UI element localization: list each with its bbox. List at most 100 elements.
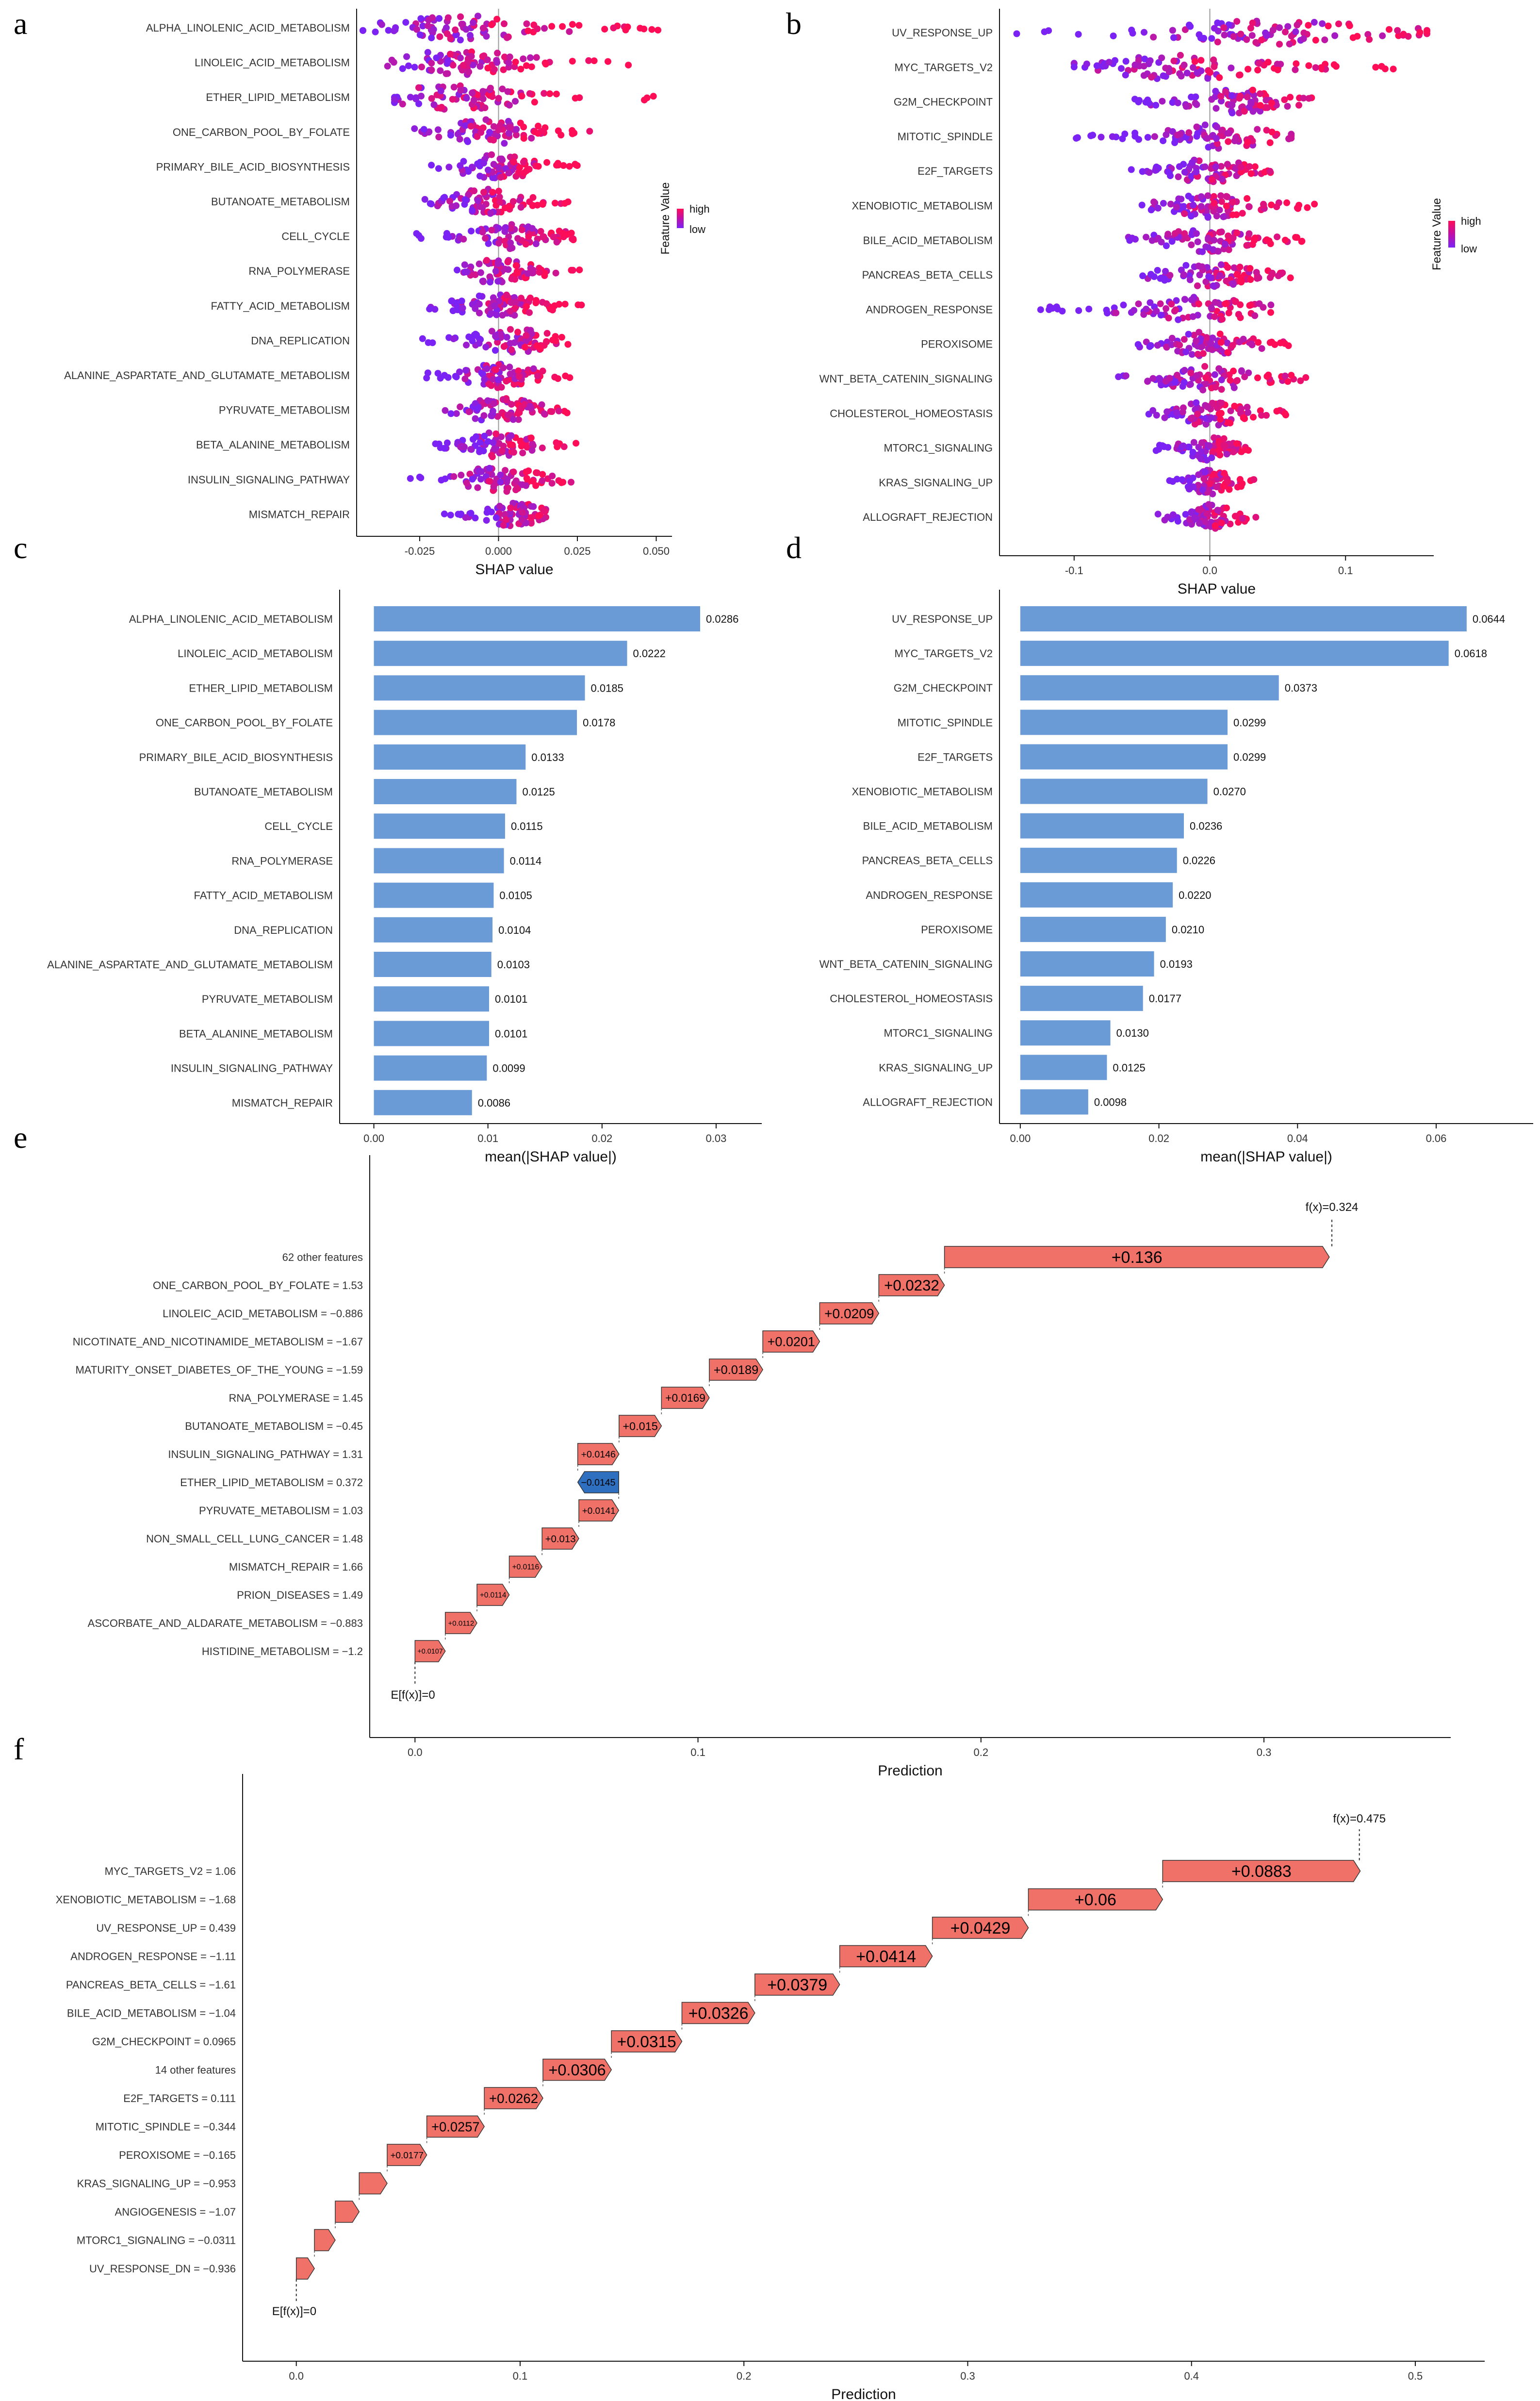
a-shap-point [486,478,493,485]
d-bar-value-label: 0.0299 [1233,716,1266,729]
b-shap-point [1206,442,1213,449]
f-x-tick-label: 0.5 [1408,2370,1423,2382]
b-shap-point [1160,137,1167,145]
b-shap-point [1176,342,1183,348]
a-x-axis-label: SHAP value [475,562,553,578]
f-waterfall-row-uv-response-dn-0-936: UV_RESPONSE_DN = −0.936 [89,2257,315,2280]
b-shap-point [1236,95,1243,102]
f-feature-label: MITOTIC_SPINDLE = −0.344 [96,2121,236,2133]
a-shap-point [535,163,542,170]
b-shap-point [1229,92,1236,99]
a-shap-point [553,439,560,447]
b-row-g2m-checkpoint: G2M_CHECKPOINT [894,86,1315,116]
b-shap-point [1246,265,1254,272]
b-shap-point [1205,273,1212,280]
a-shap-point [472,415,479,422]
b-shap-point [1181,366,1188,374]
b-shap-point [1190,331,1197,339]
c-bar-row-alanine-aspartate-and-glutamate-metabolism: ALANINE_ASPARTATE_AND_GLUTAMATE_METABOLI… [47,952,530,977]
a-shap-point [469,206,476,214]
a-shap-point [487,209,494,216]
b-shap-point [1238,368,1245,375]
b-shap-point [1173,409,1180,416]
a-shap-point [412,95,420,102]
b-shap-point [1203,334,1210,341]
e-waterfall-row-linoleic-acid-metabolism-0-886: LINOLEIC_ACID_METABOLISM = −0.886 +0.0209 [163,1302,880,1331]
b-shap-point [1193,230,1200,237]
f-waterfall-row-bile-acid-metabolism-1-04: BILE_ACID_METABOLISM = −1.04 +0.0326 [67,2002,755,2031]
b-shap-point [1141,55,1148,63]
b-shap-point [1182,262,1190,269]
b-shap-point [1217,400,1225,407]
b-shap-point [1190,439,1197,446]
e-waterfall-row-nicotinate-and-nicotinamide-metabolism-1-67: NICOTINATE_AND_NICOTINAMIDE_METABOLISM =… [73,1330,820,1359]
b-shap-point [1213,213,1220,219]
b-shap-point [1223,504,1230,512]
b-shap-point [1262,104,1269,111]
b-shap-point [1201,121,1209,129]
f-feature-label: ANGIOGENESIS = −1.07 [115,2206,236,2218]
a-shap-point [501,140,508,147]
a-shap-point [569,127,576,134]
f-waterfall-row-androgen-response-1-11: ANDROGEN_RESPONSE = −1.11 +0.0414 [70,1945,933,1974]
a-shap-point [488,151,495,158]
b-shap-point [1140,72,1147,79]
d-bar-row-g2m-checkpoint: G2M_CHECKPOINT 0.0373 [894,675,1317,701]
b-shap-point [1212,135,1220,142]
b-shap-point [1252,39,1260,46]
b-shap-point [1148,74,1155,81]
b-shap-point [1233,172,1240,179]
a-shap-point [469,476,476,483]
a-shap-point [514,235,522,242]
a-shap-point [472,514,479,522]
d-bar [1020,813,1184,839]
a-row-alpha-linolenic-acid-metabolism: ALPHA_LINOLENIC_ACID_METABOLISM [146,13,662,44]
a-shap-point [472,331,479,338]
b-shap-point [1218,228,1225,235]
b-shap-point [1164,444,1172,451]
a-shap-point [436,15,443,22]
e-feature-label: PRION_DISEASES = 1.49 [237,1589,363,1601]
a-shap-point [420,126,427,133]
b-shap-point [1201,518,1209,525]
c-x-axis-label: mean(|SHAP value|) [485,1149,617,1165]
a-shap-point [527,54,534,61]
b-shap-point [1201,363,1209,370]
b-feature-label: MITOTIC_SPINDLE [898,131,993,143]
b-shap-point [1227,407,1234,414]
b-shap-point [1217,192,1225,199]
d-bar [1020,1055,1107,1080]
e-feature-label: RNA_POLYMERASE = 1.45 [229,1392,363,1404]
d-bar-value-label: 0.0644 [1473,613,1505,625]
a-shap-point [442,445,449,452]
c-category-label: BETA_ALANINE_METABOLISM [179,1027,333,1040]
a-shap-point [507,370,514,378]
b-shap-point [1241,373,1248,381]
b-shap-point [1224,339,1231,347]
a-shap-point [512,262,520,269]
b-shap-point [1261,168,1268,176]
b-shap-point [1288,372,1295,379]
e-waterfall-row-62-other-features: 62 other features +0.136 [282,1246,1330,1275]
b-shap-point [1274,61,1281,68]
a-shap-point [378,21,385,28]
c-bar-row-insulin-signaling-pathway: INSULIN_SIGNALING_PATHWAY 0.0099 [171,1055,525,1081]
e-waterfall-row-mismatch-repair-1-66: MISMATCH_REPAIR = 1.66 +0.0116 [229,1556,543,1584]
a-shap-point [507,308,514,315]
e-waterfall-value-label: +0.0201 [768,1335,815,1349]
a-shap-point [479,24,487,32]
b-shap-point [1238,405,1245,413]
b-shap-point [1168,238,1176,245]
b-shap-point [1244,195,1251,202]
a-shap-point [486,464,493,472]
e-waterfall-row-ascorbate-and-aldarate-metabolism-0-883: ASCORBATE_AND_ALDARATE_METABOLISM = −0.8… [88,1612,477,1640]
b-shap-point [1174,99,1181,107]
a-shap-point [495,298,503,305]
a-shap-point [543,330,551,337]
a-shap-point [534,469,541,477]
b-shap-point [1195,506,1202,513]
b-shap-point [1288,33,1295,40]
b-shap-point [1187,23,1194,30]
a-shap-point [517,119,524,127]
b-shap-point [1175,316,1182,323]
